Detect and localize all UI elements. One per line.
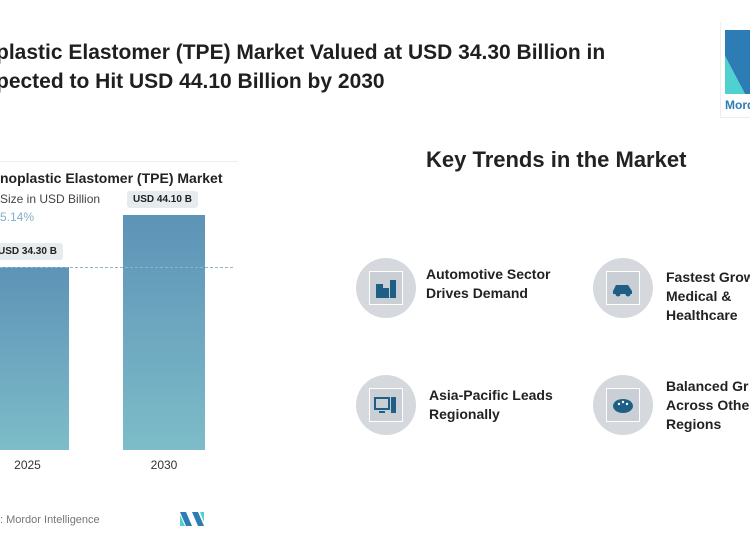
headline: plastic Elastomer (TPE) Market Valued at… — [0, 38, 605, 96]
trend-text-line: Fastest Grow — [666, 269, 750, 285]
cagr-value: 5.14% — [0, 210, 35, 224]
mordor-logo: Mord — [720, 22, 750, 118]
headline-line-2: pected to Hit USD 44.10 Billion by 2030 — [0, 70, 385, 93]
trend-text: Asia-Pacific Leads Regionally — [429, 386, 553, 424]
logo-text: Mord — [725, 98, 750, 112]
trend-text: Balanced Gr Across Othe Regions — [666, 377, 749, 434]
x-tick-label: 2030 — [150, 458, 178, 472]
reference-line — [0, 267, 233, 269]
chart-title: noplastic Elastomer (TPE) Market — [0, 170, 223, 186]
chart-card: noplastic Elastomer (TPE) Market Size in… — [0, 161, 238, 536]
source-text: : Mordor Intelligence — [0, 514, 100, 526]
trend-text-line: Regionally — [429, 406, 500, 422]
trend-icon-circle — [356, 375, 416, 435]
chart-subtitle: Size in USD Billion — [0, 192, 101, 206]
bar-2025 — [0, 267, 69, 450]
car-icon — [613, 285, 632, 297]
trend-text-line: Balanced Gr — [666, 378, 749, 394]
trend-icon-circle — [356, 258, 416, 318]
computer-icon — [374, 397, 396, 413]
trend-text-line: Across Othe — [666, 397, 750, 413]
trend-text-line: Asia-Pacific Leads — [429, 387, 553, 403]
data-label: USD 34.30 B — [0, 243, 63, 261]
trend-icon-circle — [593, 258, 653, 318]
trend-text: Fastest Grow Medical & Healthcare — [666, 268, 750, 325]
buildings-icon — [376, 280, 396, 298]
trend-text-line: Drives Demand — [426, 285, 528, 301]
key-trends-title: Key Trends in the Market — [426, 147, 687, 172]
data-label: USD 44.10 B — [127, 190, 198, 208]
footer-logo-icon — [180, 512, 204, 526]
headline-line-1: plastic Elastomer (TPE) Market Valued at… — [0, 41, 606, 64]
trend-text-line: Regions — [666, 416, 722, 432]
x-tick-label: 2025 — [14, 458, 41, 472]
palette-icon — [613, 399, 633, 413]
trend-icon-circle — [593, 375, 653, 435]
logo-mark-icon — [725, 30, 750, 94]
trend-text-line: Medical & — [666, 288, 732, 304]
trend-text-line: Healthcare — [666, 307, 738, 323]
bar-2030 — [123, 214, 205, 450]
trend-text-line: Automotive Sector — [426, 266, 551, 282]
trend-text: Automotive Sector Drives Demand — [426, 265, 550, 303]
